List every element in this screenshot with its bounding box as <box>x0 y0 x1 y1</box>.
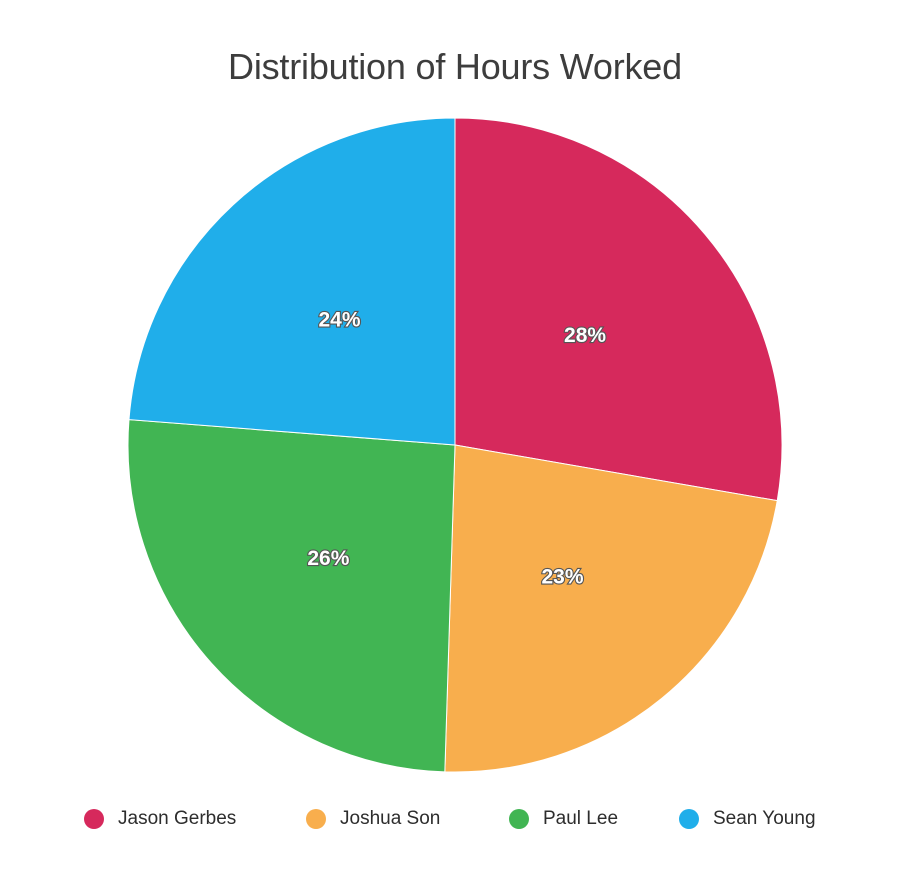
chart-legend: Jason Gerbes Joshua Son Paul Lee Sean Yo… <box>0 804 924 834</box>
legend-item-paul-lee[interactable]: Paul Lee <box>509 804 618 834</box>
legend-marker <box>509 809 529 829</box>
pie-slice-sean-young[interactable] <box>128 117 456 446</box>
slice-label-jason-gerbes: 28% <box>564 324 606 347</box>
legend-marker <box>679 809 699 829</box>
legend-label: Jason Gerbes <box>118 808 237 829</box>
legend-marker <box>306 809 326 829</box>
pie-slice-paul-lee[interactable] <box>127 419 456 773</box>
legend-label: Sean Young <box>713 808 816 829</box>
slice-label-paul-lee: 26% <box>307 547 349 570</box>
slice-label-sean-young: 24% <box>319 309 361 332</box>
chart-title: Distribution of Hours Worked <box>228 46 682 87</box>
pie-slice-jason-gerbes[interactable] <box>454 117 783 502</box>
slice-label-joshua-son: 23% <box>541 565 583 588</box>
legend-item-joshua-son[interactable]: Joshua Son <box>306 804 440 834</box>
legend-item-jason-gerbes[interactable]: Jason Gerbes <box>84 804 236 834</box>
pie-slice-joshua-son[interactable] <box>444 444 778 773</box>
legend-label: Paul Lee <box>543 808 619 829</box>
legend-label: Joshua Son <box>340 808 441 829</box>
legend-item-sean-young[interactable]: Sean Young <box>679 804 816 834</box>
legend-marker <box>84 809 104 829</box>
